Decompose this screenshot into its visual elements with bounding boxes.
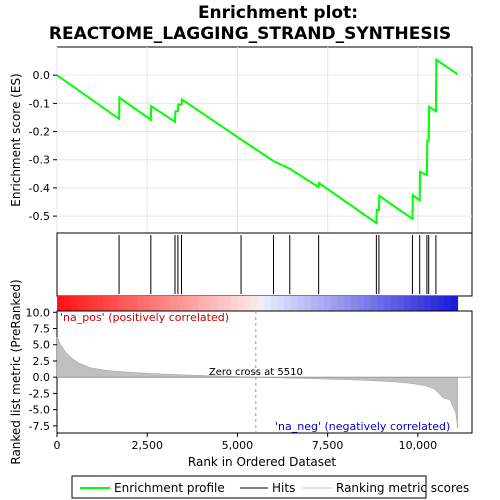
es-line — [56, 57, 459, 225]
colorbar-segment — [197, 296, 205, 311]
colorbar-segment — [450, 296, 459, 311]
colorbar-segment — [444, 296, 452, 311]
colorbar-segment — [243, 296, 252, 311]
colorbar-segment — [150, 296, 158, 311]
colorbar-segment — [123, 296, 131, 311]
colorbar-segment — [210, 296, 218, 311]
colorbar-segment — [397, 296, 405, 311]
zero-cross-label: Zero cross at 5510 — [209, 367, 303, 378]
es-ytick-label: -0.1 — [29, 97, 50, 110]
x-tick-label: 7,500 — [312, 439, 344, 452]
metric-ytick-label: 0.0 — [33, 371, 51, 384]
colorbar-segment — [177, 296, 185, 311]
chart-title-line1: Enrichment plot: — [198, 3, 358, 23]
colorbar-segment — [70, 296, 78, 311]
colorbar-segment — [263, 296, 272, 311]
es-panel-frame — [56, 46, 473, 234]
colorbar-segment — [384, 296, 392, 311]
colorbar-segment — [230, 296, 238, 311]
metric-y-axis-label: Ranked list metric (PreRanked) — [9, 279, 23, 464]
colorbar-segment — [97, 296, 105, 311]
colorbar-segment — [183, 296, 192, 311]
colorbar-segment — [410, 296, 419, 311]
colorbar-segment — [203, 296, 212, 311]
colorbar-segment — [283, 296, 292, 311]
metric-ytick-label: 10.0 — [26, 306, 51, 319]
colorbar-segment — [270, 296, 278, 311]
colorbar-segment — [430, 296, 439, 311]
legend-label-enrichment: Enrichment profile — [114, 481, 225, 495]
metric-ytick-label: 2.5 — [33, 355, 51, 368]
colorbar-segment — [163, 296, 171, 311]
metric-ytick-label: -5.0 — [29, 404, 50, 417]
metric-ytick-label: 7.5 — [33, 323, 51, 336]
colorbar-segment — [250, 296, 258, 311]
x-tick-label: 5,000 — [222, 439, 254, 452]
es-ytick-label: -0.3 — [29, 154, 50, 167]
colorbar-segment — [290, 296, 298, 311]
hits-panel-frame — [56, 232, 473, 297]
colorbar-segment — [170, 296, 178, 311]
colorbar-segment — [157, 296, 165, 311]
metric-ytick-label: -7.5 — [29, 420, 50, 433]
colorbar-segment — [117, 296, 125, 311]
colorbar-segment — [437, 296, 445, 311]
colorbar-segment — [370, 296, 378, 311]
colorbar-segment — [90, 296, 98, 311]
legend-label-hits: Hits — [272, 481, 295, 495]
colorbar-segment — [77, 296, 85, 311]
colorbar-segment — [404, 296, 412, 311]
es-ytick-label: -0.5 — [29, 210, 50, 223]
colorbar-segment — [364, 296, 372, 311]
es-ytick-label: -0.4 — [29, 182, 50, 195]
chart-title-line2: REACTOME_LAGGING_STRAND_SYNTHESIS — [49, 24, 451, 44]
colorbar-segment — [110, 296, 118, 311]
colorbar-segment — [237, 296, 245, 311]
colorbar-segment — [324, 296, 332, 311]
colorbar-segment — [217, 296, 225, 311]
colorbar-segment — [83, 296, 91, 311]
colorbar-segment — [277, 296, 285, 311]
colorbar-segment — [137, 296, 145, 311]
colorbar-segment — [390, 296, 398, 311]
colorbar-segment — [317, 296, 325, 311]
colorbar-segment — [130, 296, 138, 311]
x-tick-label: 0 — [54, 439, 61, 452]
es-ytick-label: -0.2 — [29, 126, 50, 139]
colorbar-segment — [257, 296, 265, 311]
colorbar-segment — [223, 296, 232, 311]
colorbar-segment — [377, 296, 385, 311]
colorbar-segment — [330, 296, 338, 311]
legend-box — [71, 475, 427, 499]
colorbar-segment — [143, 296, 151, 311]
colorbar-segment — [350, 296, 358, 311]
es-ytick-label: 0.0 — [33, 69, 51, 82]
x-axis-label: Rank in Ordered Dataset — [188, 455, 336, 469]
metric-area — [56, 336, 458, 428]
metric-ytick-label: 5.0 — [33, 339, 51, 352]
colorbar-segment — [310, 296, 318, 311]
x-tick-label: 2,500 — [131, 439, 163, 452]
colorbar-segment — [417, 296, 425, 311]
neg-correlated-label: 'na_neg' (negatively correlated) — [275, 420, 450, 433]
colorbar-segment — [63, 296, 71, 311]
colorbar-segment — [344, 296, 352, 311]
es-y-axis-label: Enrichment score (ES) — [9, 73, 23, 206]
legend-label-metric: Ranking metric scores — [336, 481, 469, 495]
colorbar-segment — [190, 296, 198, 311]
colorbar-segment — [57, 296, 65, 311]
rank-colorbar — [57, 296, 459, 311]
colorbar-segment — [337, 296, 345, 311]
colorbar-segment — [424, 296, 432, 311]
colorbar-segment — [357, 296, 365, 311]
pos-correlated-label: 'na_pos' (positively correlated) — [60, 311, 229, 324]
colorbar-segment — [103, 296, 111, 311]
colorbar-segment — [304, 296, 312, 311]
colorbar-segment — [297, 296, 305, 311]
metric-ytick-label: -2.5 — [29, 387, 50, 400]
x-tick-label: 10,000 — [399, 439, 438, 452]
